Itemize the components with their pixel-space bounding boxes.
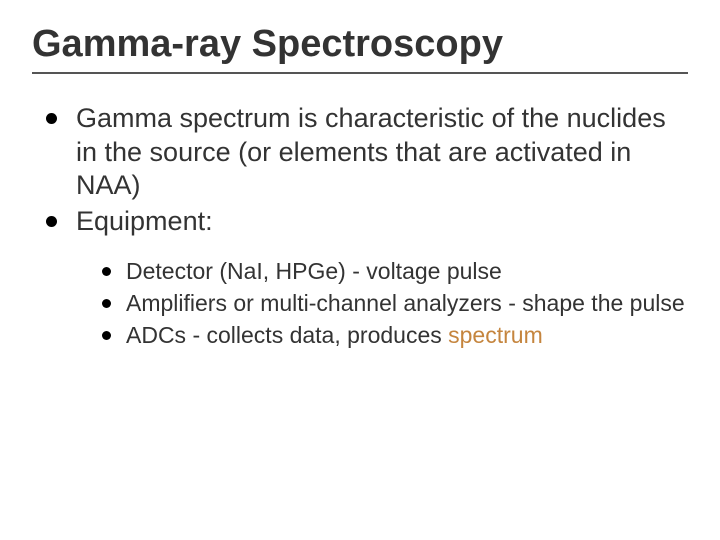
bullet-list-level1: Gamma spectrum is characteristic of the … <box>32 102 688 351</box>
list-item-text-prefix: ADCs - collects data, produces <box>126 322 448 348</box>
list-item-text: Amplifiers or multi-channel analyzers - … <box>126 290 685 316</box>
title-underline <box>32 72 688 74</box>
bullet-list-level2: Detector (NaI, HPGe) - voltage pulse Amp… <box>76 257 688 351</box>
list-item: Detector (NaI, HPGe) - voltage pulse <box>96 257 688 287</box>
list-item-text-accent: spectrum <box>448 322 543 348</box>
list-item: Gamma spectrum is characteristic of the … <box>40 102 688 203</box>
list-item-text: Equipment: <box>76 206 213 236</box>
list-item: Amplifiers or multi-channel analyzers - … <box>96 289 688 319</box>
list-item-text: Detector (NaI, HPGe) - voltage pulse <box>126 258 502 284</box>
slide-title: Gamma-ray Spectroscopy <box>32 24 688 66</box>
list-item: Equipment: Detector (NaI, HPGe) - voltag… <box>40 205 688 350</box>
slide: Gamma-ray Spectroscopy Gamma spectrum is… <box>0 0 720 540</box>
list-item-text: Gamma spectrum is characteristic of the … <box>76 103 666 201</box>
list-item: ADCs - collects data, produces spectrum <box>96 321 688 351</box>
